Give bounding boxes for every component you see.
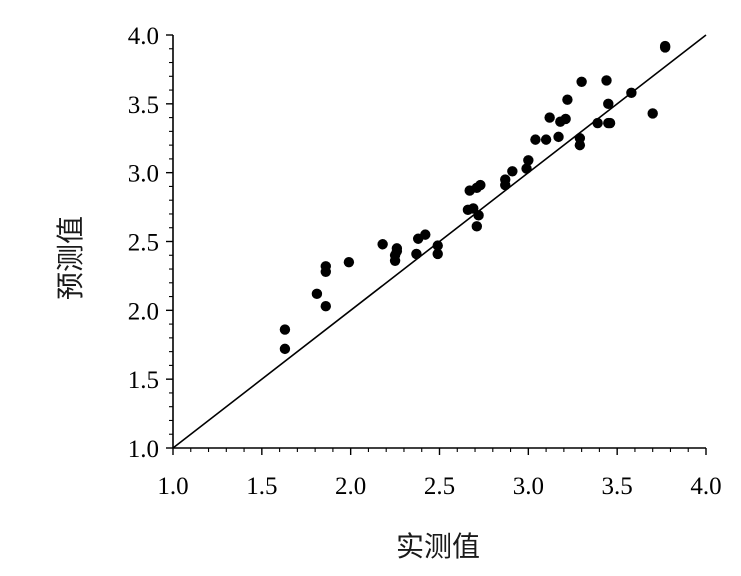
data-point: [530, 134, 541, 145]
tick-labels-layer: 1.0 1.5 2.0 2.5 3.0 3.5 4.0 1.0 1.5 2.0 2.5 3.0 3.5 4…: [128, 23, 722, 500]
data-point: [659, 40, 671, 52]
data-point: [544, 112, 555, 123]
data-point: [603, 98, 614, 110]
data-point: [507, 166, 518, 177]
y-tick-label: 1.0: [128, 436, 159, 463]
data-point: [279, 343, 291, 355]
ticks-layer: [166, 34, 707, 455]
data-points-layer: [279, 40, 671, 355]
x-tick-label: 2.0: [335, 473, 366, 500]
data-point: [601, 75, 612, 86]
data-point: [279, 324, 291, 335]
data-point: [560, 113, 571, 125]
data-point: [471, 221, 483, 232]
data-point: [523, 155, 534, 166]
data-point: [432, 240, 443, 251]
x-tick-label: 3.5: [602, 473, 633, 500]
x-tick-label: 4.0: [690, 473, 721, 500]
data-point: [432, 248, 443, 260]
y-tick-label: 3.5: [128, 92, 159, 119]
y-tick-label: 2.5: [128, 230, 159, 257]
data-point: [626, 87, 637, 99]
data-point: [320, 261, 331, 272]
data-point: [320, 301, 331, 312]
x-tick-label: 2.5: [424, 473, 455, 500]
data-point: [553, 131, 564, 143]
y-tick-label: 3.0: [128, 161, 159, 188]
data-point: [343, 256, 355, 268]
x-tick-label: 1.0: [157, 473, 188, 500]
x-tick-label: 1.5: [246, 473, 277, 500]
data-point: [574, 133, 586, 144]
y-tick-label: 1.5: [128, 367, 159, 394]
data-point: [311, 288, 323, 300]
data-point: [592, 117, 603, 129]
data-point: [475, 179, 486, 191]
x-tick-label: 3.0: [513, 473, 544, 500]
data-point: [540, 134, 552, 145]
data-point: [647, 108, 658, 119]
data-point: [411, 248, 422, 260]
data-point: [500, 174, 511, 185]
data-point: [562, 94, 573, 105]
y-tick-label: 2.0: [128, 298, 159, 325]
data-point: [391, 243, 403, 254]
data-point: [576, 76, 587, 88]
y-axis-title: 预测值: [54, 216, 87, 300]
data-point: [521, 163, 532, 174]
x-axis-title: 实测值: [396, 530, 480, 563]
data-point: [604, 117, 616, 129]
data-point: [420, 229, 431, 240]
y-tick-label: 4.0: [128, 23, 159, 50]
data-point: [377, 239, 388, 250]
data-point: [473, 210, 484, 221]
